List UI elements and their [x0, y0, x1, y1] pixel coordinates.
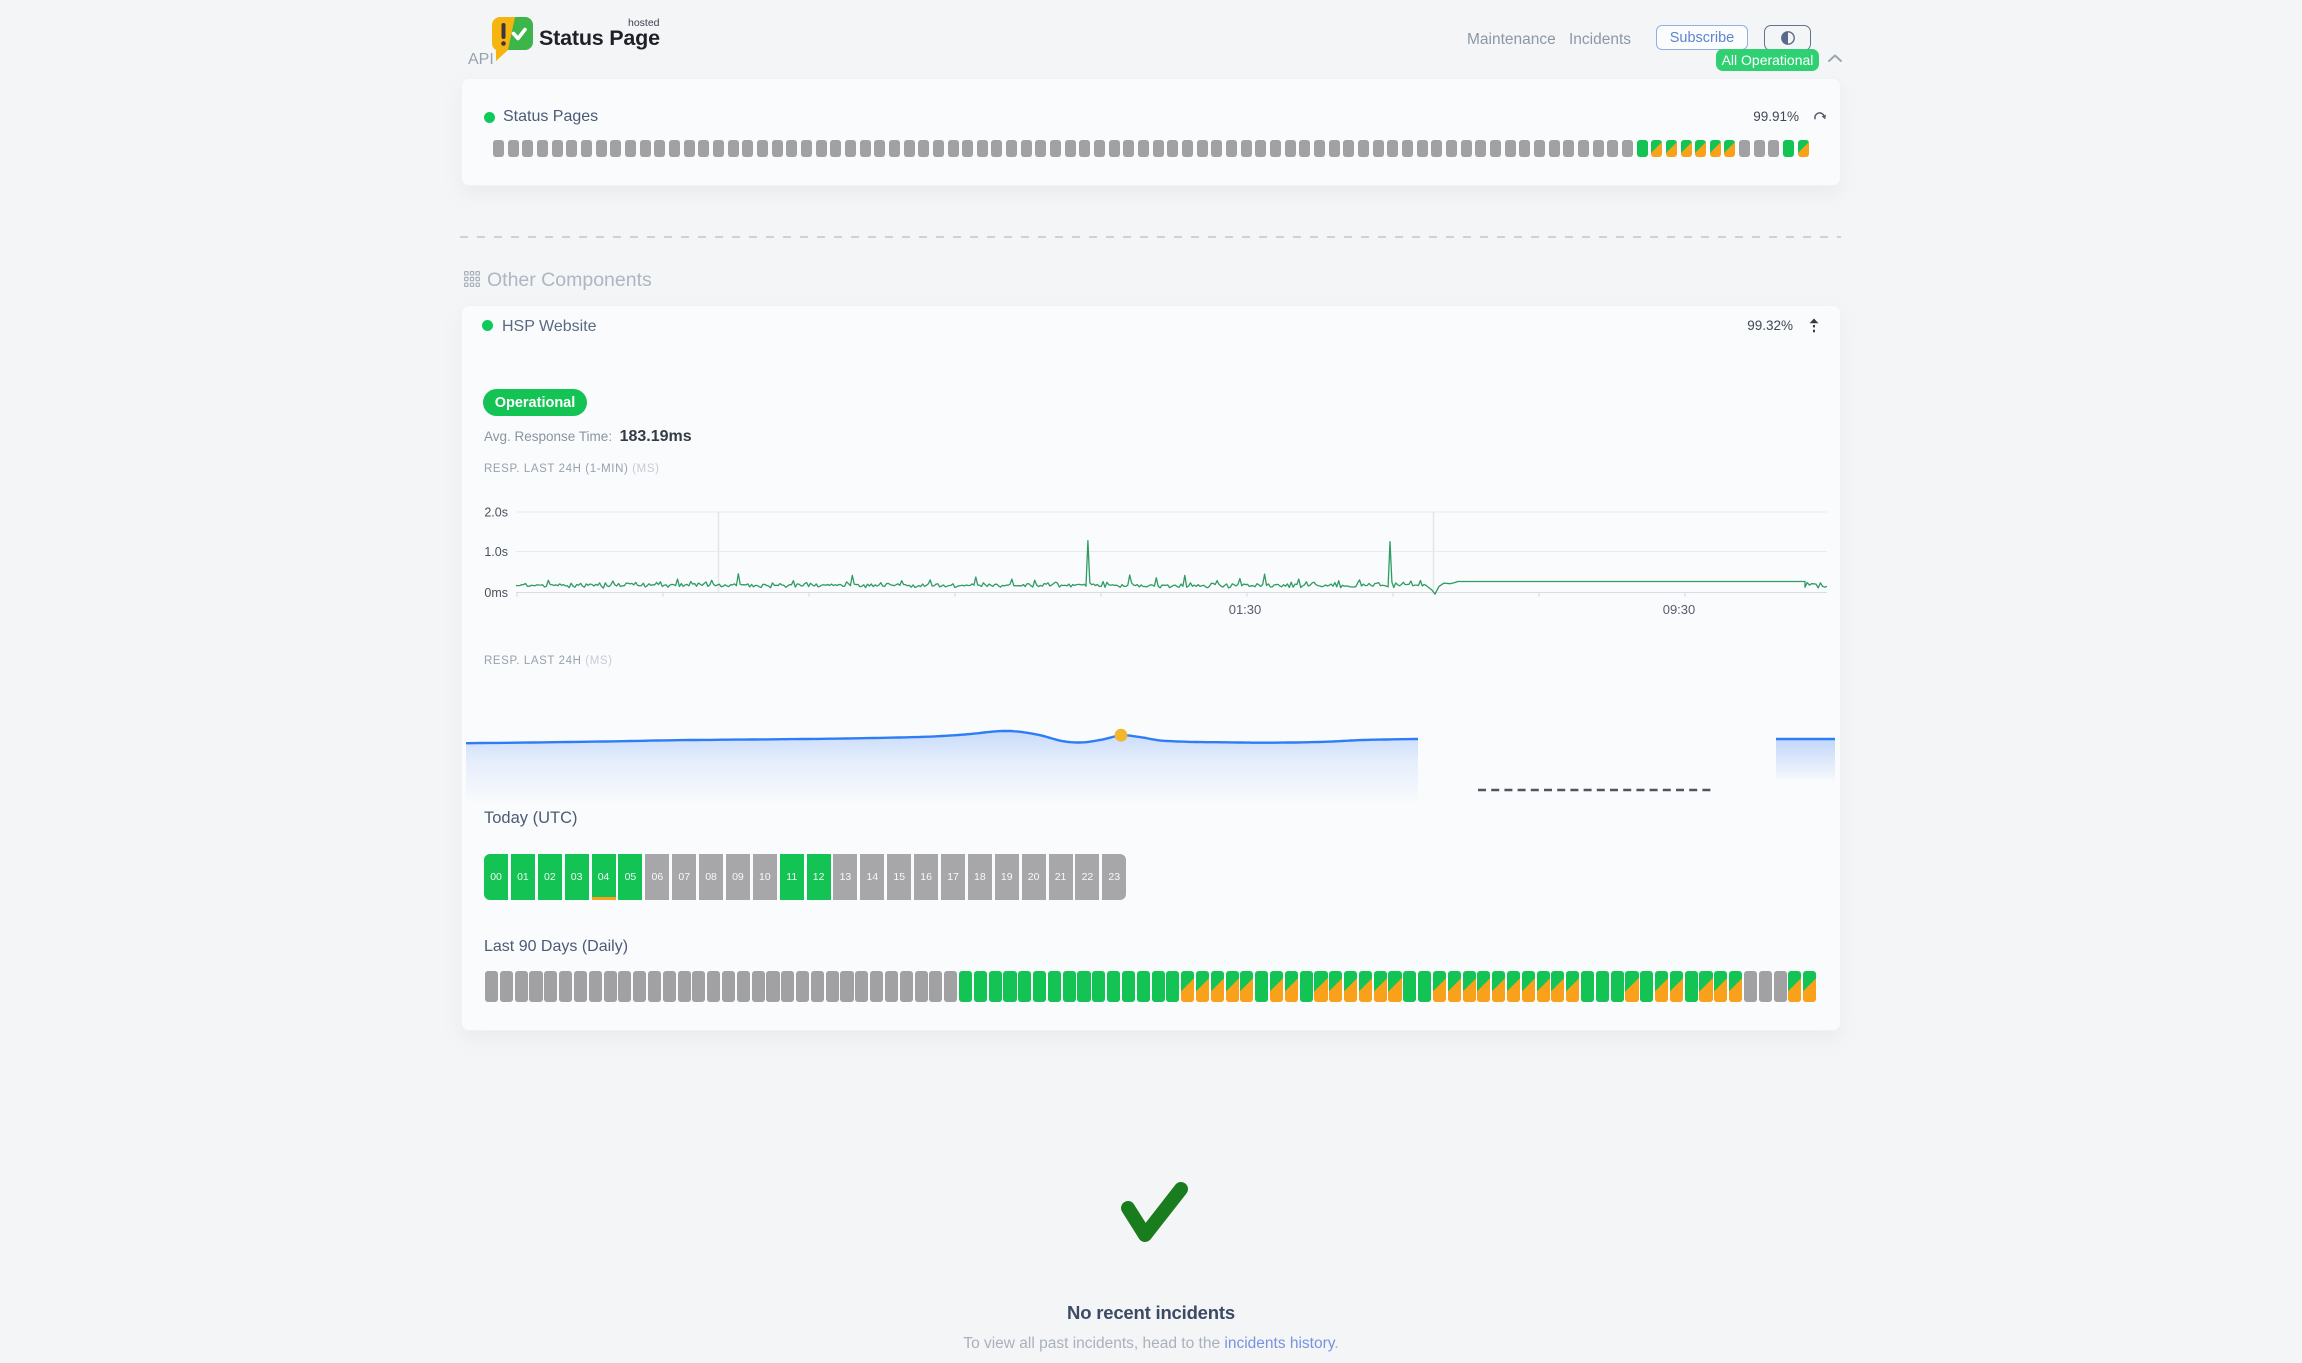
- svg-text:09:30: 09:30: [1663, 602, 1696, 617]
- svg-text:0ms: 0ms: [484, 586, 508, 600]
- svg-text:01:30: 01:30: [1229, 602, 1262, 617]
- svg-text:2.0s: 2.0s: [484, 506, 508, 520]
- svg-text:1.0s: 1.0s: [484, 545, 508, 559]
